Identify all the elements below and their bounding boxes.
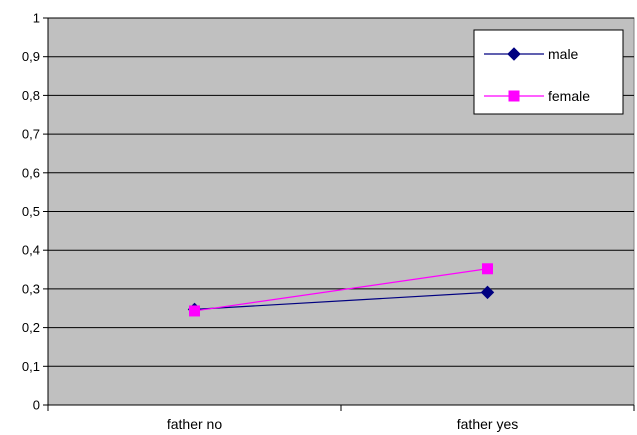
y-tick-label: 0 <box>33 398 40 413</box>
legend-item-female: female <box>484 88 590 104</box>
x-tick-label: father no <box>167 416 222 432</box>
y-tick-label: 0,8 <box>22 88 40 103</box>
series-line-female <box>194 268 488 312</box>
series-female <box>189 263 493 317</box>
gridlines <box>48 17 634 367</box>
y-tick-label: 0,7 <box>22 127 40 142</box>
legend-marker-male <box>507 47 521 61</box>
legend-box <box>473 29 624 115</box>
x-tick-label: father yes <box>457 416 518 432</box>
y-ticks: 0 0,1 0,2 0,3 0,4 0,5 0,6 0,7 0,8 0,9 1 <box>22 11 48 413</box>
legend-marker-female <box>508 90 520 102</box>
legend-label-male: male <box>548 46 579 62</box>
x-ticks: father no father yes <box>47 405 635 432</box>
y-tick-label: 0,9 <box>22 49 40 64</box>
y-tick-label: 0,6 <box>22 165 40 180</box>
y-tick-label: 0,5 <box>22 204 40 219</box>
series-layer <box>187 263 495 317</box>
y-tick-label: 1 <box>33 11 40 26</box>
y-tick-label: 0,4 <box>22 243 40 258</box>
y-tick-label: 0,1 <box>22 359 40 374</box>
legend-label-female: female <box>548 88 590 104</box>
data-point-female <box>189 305 200 317</box>
legend: male female <box>473 29 624 115</box>
series-line-male <box>194 291 488 311</box>
y-tick-label: 0,2 <box>22 320 40 335</box>
y-tick-label: 0,3 <box>22 281 40 296</box>
data-point-male <box>480 285 495 300</box>
data-point-female <box>482 263 493 275</box>
legend-item-male: male <box>484 46 579 62</box>
